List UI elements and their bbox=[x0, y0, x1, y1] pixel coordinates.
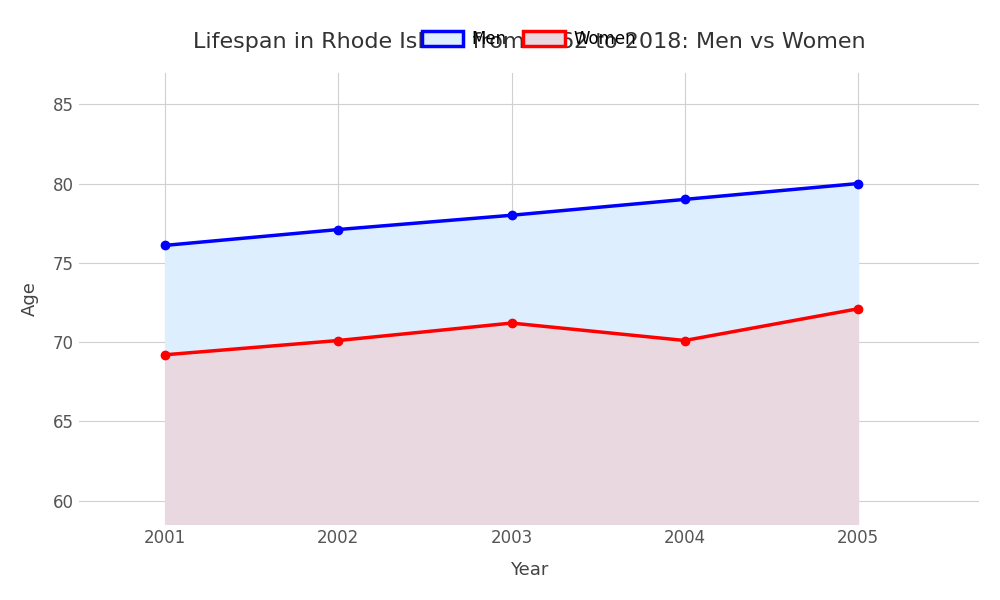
X-axis label: Year: Year bbox=[510, 561, 548, 579]
Legend: Men, Women: Men, Women bbox=[413, 22, 644, 57]
Y-axis label: Age: Age bbox=[21, 281, 39, 316]
Title: Lifespan in Rhode Island from 1962 to 2018: Men vs Women: Lifespan in Rhode Island from 1962 to 20… bbox=[193, 32, 865, 52]
